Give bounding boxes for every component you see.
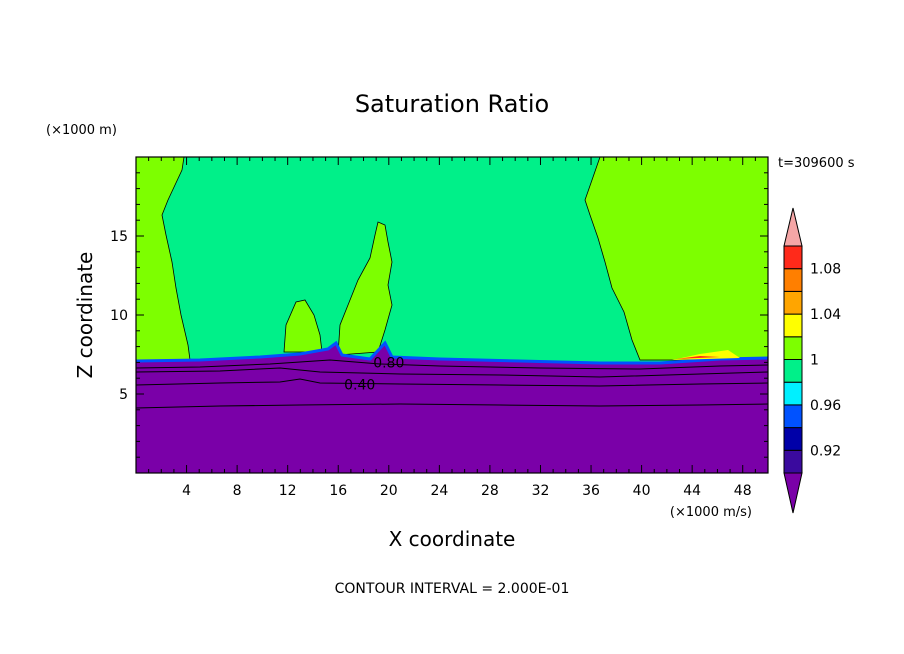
x-tick-label: 4: [182, 483, 191, 499]
contour-labels: 0.80 0.40: [344, 355, 404, 393]
time-label: t=309600 s: [778, 156, 855, 171]
colorbar-swatch: [783, 359, 803, 383]
y-axis-ticks: 5 10 15: [110, 172, 768, 458]
colorbar-swatch: [783, 381, 803, 406]
x-tick-label: 24: [430, 483, 448, 499]
x-tick-label: 20: [380, 483, 398, 499]
region-left-supersaturated: [136, 157, 191, 361]
x-tick-label: 36: [582, 483, 600, 499]
x-tick-label: 8: [233, 483, 242, 499]
contour-0-60: [136, 367, 768, 378]
warm-patch-core: [676, 356, 720, 359]
y-tick-label: 5: [119, 387, 128, 403]
y-tick-label: 10: [110, 308, 128, 324]
colorbar-swatch: [783, 245, 803, 270]
colorbar-label: 1.08: [810, 262, 841, 278]
x-tick-label: 48: [734, 483, 752, 499]
colorbar-swatch: [783, 404, 803, 429]
colorbar-over-triangle: [783, 207, 803, 247]
y-unit-label: (×1000 m): [46, 123, 117, 138]
region-cloud-plume: [337, 221, 393, 356]
colorbar-swatch: [783, 336, 803, 360]
x-unit-label: (×1000 m/s): [670, 505, 752, 520]
contour-interval-note: CONTOUR INTERVAL = 2.000E-01: [335, 581, 570, 597]
y-axis-title: Z coordinate: [73, 252, 97, 379]
chart-title: Saturation Ratio: [355, 90, 549, 118]
x-tick-label: 28: [481, 483, 499, 499]
moist-layer-edge: [136, 340, 768, 365]
colorbar-label: 1.04: [810, 307, 841, 323]
contour-0-80: [136, 359, 768, 370]
plot-field: [136, 157, 768, 473]
colorbar-label: 0.92: [810, 443, 841, 459]
colorbar: 0.92 0.96 1 1.04 1.08: [783, 207, 841, 514]
region-right-supersaturated: [584, 157, 768, 361]
colorbar-label: 0.96: [810, 398, 841, 414]
x-tick-label: 40: [633, 483, 651, 499]
x-axis-ticks: 4 8 12 16 20 24 28 32 36 40 44 48: [148, 157, 756, 499]
x-tick-label: 32: [532, 483, 550, 499]
colorbar-swatch: [783, 449, 803, 474]
x-tick-label: 16: [329, 483, 347, 499]
contour-label: 0.40: [344, 378, 375, 394]
x-tick-label: 44: [683, 483, 701, 499]
contour-0-40: [136, 378, 768, 387]
x-axis-title: X coordinate: [389, 527, 516, 551]
colorbar-swatch: [783, 313, 803, 338]
y-tick-label: 15: [110, 229, 128, 245]
colorbar-swatch: [783, 427, 803, 451]
x-tick-label: 12: [279, 483, 297, 499]
colorbar-label: 1: [810, 353, 819, 369]
colorbar-swatch: [783, 268, 803, 292]
contour-0-20: [136, 403, 768, 409]
colorbar-swatch: [783, 290, 803, 315]
colorbar-under-triangle: [783, 472, 803, 514]
contour-label: 0.80: [373, 355, 404, 371]
